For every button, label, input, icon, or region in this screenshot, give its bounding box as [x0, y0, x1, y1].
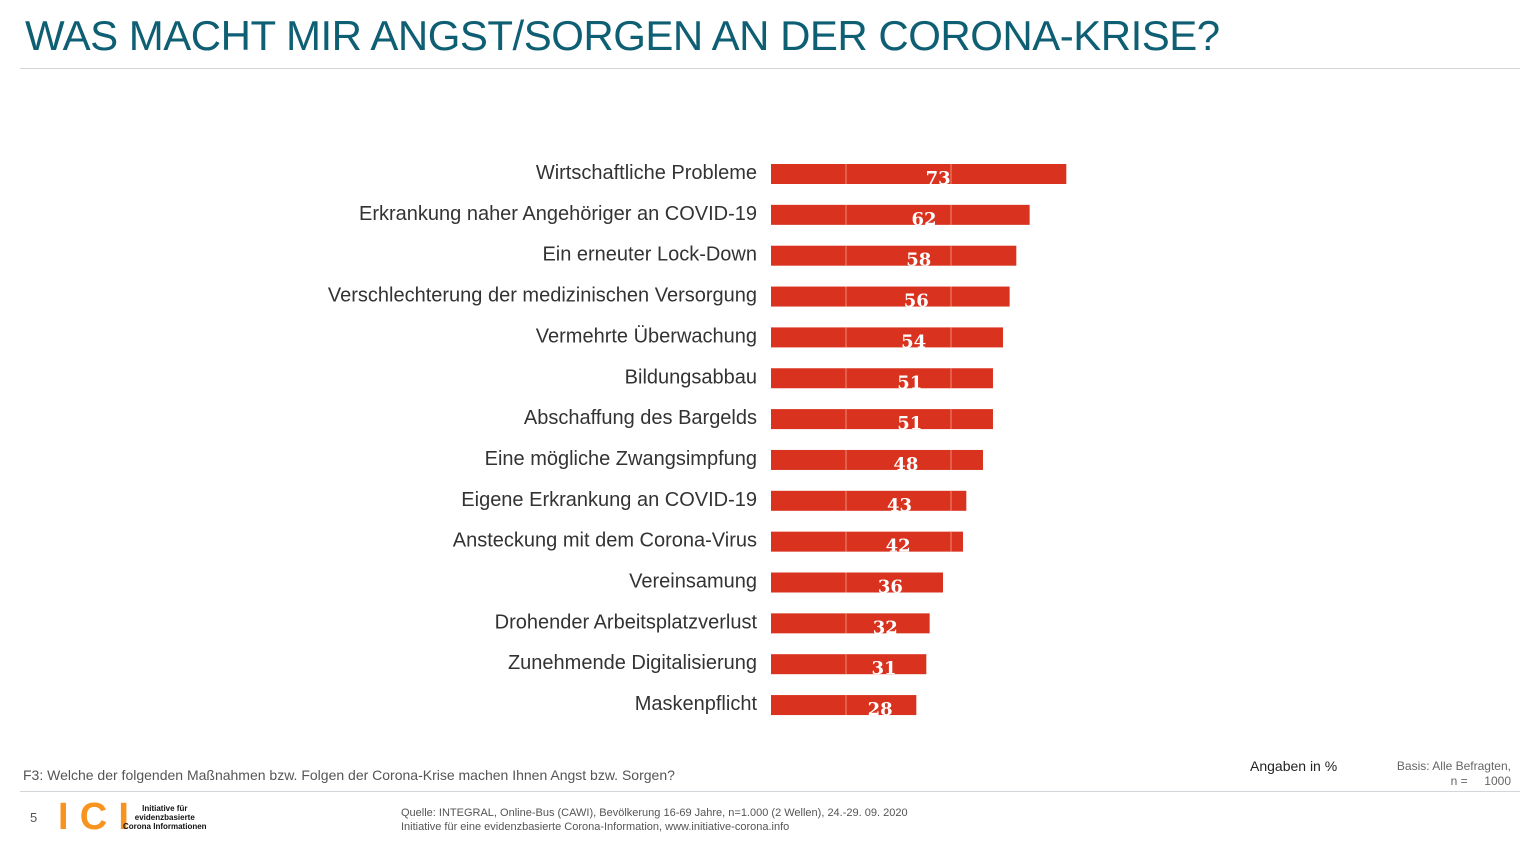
- data-label: 36: [878, 577, 903, 598]
- ici-logo: I C I: [58, 796, 133, 838]
- bar: [771, 409, 993, 430]
- bar: [771, 654, 927, 675]
- bar: [771, 531, 963, 552]
- data-label: 51: [897, 413, 922, 434]
- source-note: Quelle: INTEGRAL, Online-Bus (CAWI), Bev…: [401, 806, 908, 834]
- logo-line1: Initiative für: [142, 804, 188, 813]
- logo-text: Initiative für evidenzbasierte Corona Info…: [123, 804, 207, 831]
- logo-line3: Corona Informationen: [123, 822, 207, 831]
- category-label: Vermehrte Überwachung: [536, 325, 757, 347]
- title-divider: [20, 68, 1520, 69]
- bar: [771, 327, 1003, 348]
- source-line1: Quelle: INTEGRAL, Online-Bus (CAWI), Bev…: [401, 807, 908, 819]
- basis-line2: n = 1000: [1450, 774, 1511, 788]
- bar: [771, 368, 993, 389]
- bar: [771, 204, 1030, 225]
- source-line2: Initiative für eine evidenzbasierte Coro…: [401, 821, 790, 833]
- category-label: Verschlechterung der medizinischen Verso…: [328, 285, 757, 307]
- data-label: 56: [904, 291, 929, 312]
- category-label: Erkrankung naher Angehöriger an COVID-19: [359, 203, 757, 225]
- data-label: 32: [873, 617, 898, 638]
- basis-line1: Basis: Alle Befragten,: [1396, 759, 1511, 773]
- data-label: 43: [887, 495, 912, 516]
- category-label: Bildungsabbau: [625, 366, 757, 388]
- category-label: Zunehmende Digitalisierung: [508, 652, 757, 674]
- footer-divider: [20, 791, 1520, 792]
- category-label: Drohender Arbeitsplatzverlust: [495, 611, 758, 633]
- bar: [771, 572, 943, 593]
- bar: [771, 164, 1067, 184]
- bar: [771, 449, 983, 470]
- bar: [771, 613, 930, 634]
- page-title: WAS MACHT MIR ANGST/SORGEN AN DER CORONA…: [25, 12, 1220, 59]
- category-label: Maskenpflicht: [635, 693, 758, 715]
- bar: [771, 245, 1017, 266]
- data-label: 48: [893, 454, 918, 475]
- data-label: 54: [901, 331, 926, 352]
- category-label: Eigene Erkrankung an COVID-19: [461, 489, 757, 511]
- category-label: Eine mögliche Zwangsimpfung: [485, 448, 757, 470]
- bar: [771, 286, 1010, 307]
- basis-note: Basis: Alle Befragten, n = 1000: [1380, 759, 1511, 789]
- data-label: 51: [897, 372, 922, 393]
- bar: [771, 490, 967, 511]
- data-label: 31: [871, 658, 896, 679]
- bar-chart: Wirtschaftliche Probleme 73 Erkrankung nah…: [327, 162, 1067, 720]
- category-label: Ein erneuter Lock-Down: [542, 244, 757, 266]
- data-label: 42: [886, 536, 911, 557]
- unit-note: Angaben in %: [1250, 758, 1338, 774]
- category-label: Abschaffung des Bargelds: [524, 407, 757, 429]
- logo-line2: evidenzbasierte: [134, 813, 195, 822]
- category-label: Wirtschaftliche Probleme: [536, 162, 757, 184]
- data-label: 62: [911, 209, 936, 230]
- page-number: 5: [30, 810, 38, 825]
- data-label: 58: [906, 250, 931, 271]
- category-label: Ansteckung mit dem Corona-Virus: [453, 530, 757, 552]
- bar: [771, 695, 917, 716]
- category-label: Vereinsamung: [629, 571, 757, 593]
- data-label: 73: [926, 168, 951, 189]
- data-label: 28: [868, 699, 893, 720]
- survey-question: F3: Welche der folgenden Maßnahmen bzw. …: [23, 767, 675, 783]
